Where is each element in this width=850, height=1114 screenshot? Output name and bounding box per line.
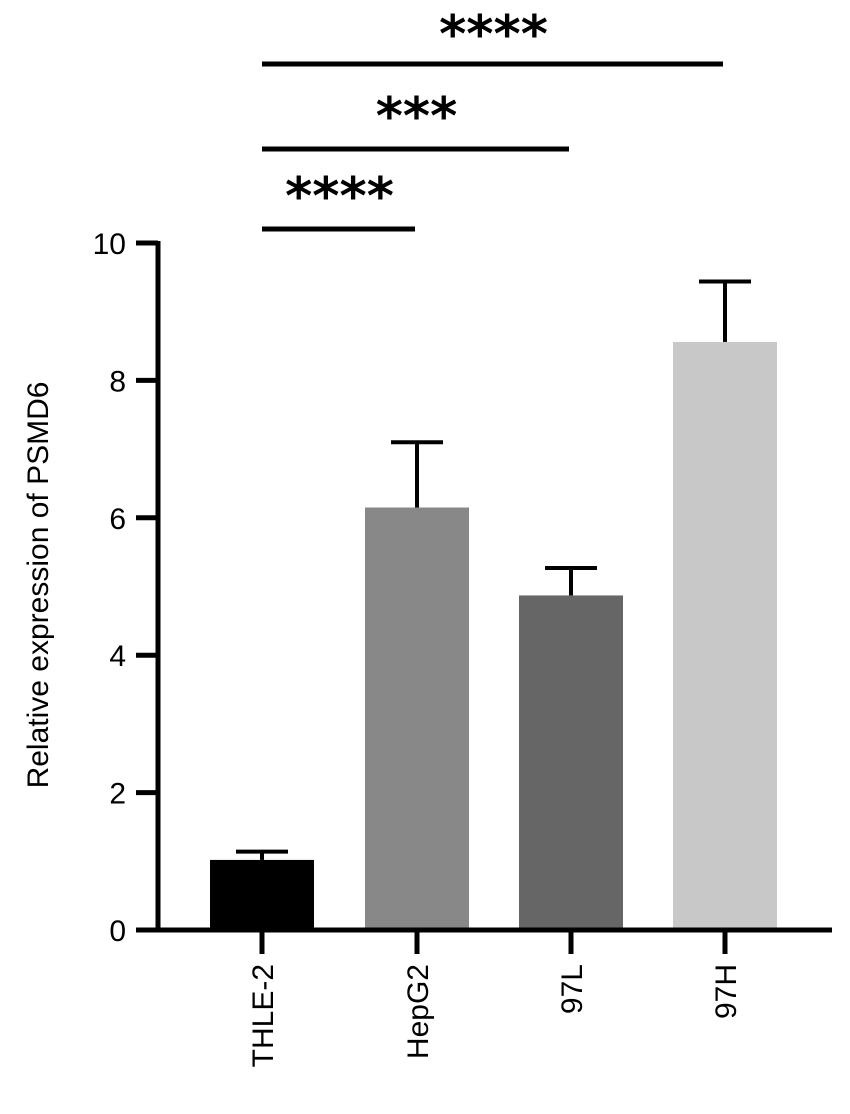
x-tick-label: HepG2 xyxy=(402,964,435,1059)
error-bars xyxy=(236,279,751,860)
significance-label: **** xyxy=(439,5,548,65)
bar-97h xyxy=(673,341,777,931)
bar-thle-2 xyxy=(210,859,314,930)
x-tick-label: THLE-2 xyxy=(247,964,280,1067)
significance-label: **** xyxy=(285,167,394,227)
x-tick-label: 97H xyxy=(710,964,743,1019)
bar-hepg2 xyxy=(365,507,469,930)
significance-annotations: *********** xyxy=(262,5,723,232)
y-tick-label: 0 xyxy=(109,915,126,948)
bars xyxy=(210,341,777,931)
y-axis-title: Relative expression of PSMD6 xyxy=(22,382,55,789)
axes: 0 2 4 6 8 10 THLE-2 HepG2 97L 97H xyxy=(93,228,832,1067)
y-tick-label: 4 xyxy=(109,640,126,673)
y-tick-label: 2 xyxy=(109,778,126,811)
bar-97l xyxy=(519,595,623,930)
y-tick-label: 6 xyxy=(109,503,126,536)
x-tick-label: 97L xyxy=(556,964,589,1014)
y-tick-label: 10 xyxy=(93,228,126,261)
y-tick-label: 8 xyxy=(109,365,126,398)
significance-label: *** xyxy=(376,87,458,147)
